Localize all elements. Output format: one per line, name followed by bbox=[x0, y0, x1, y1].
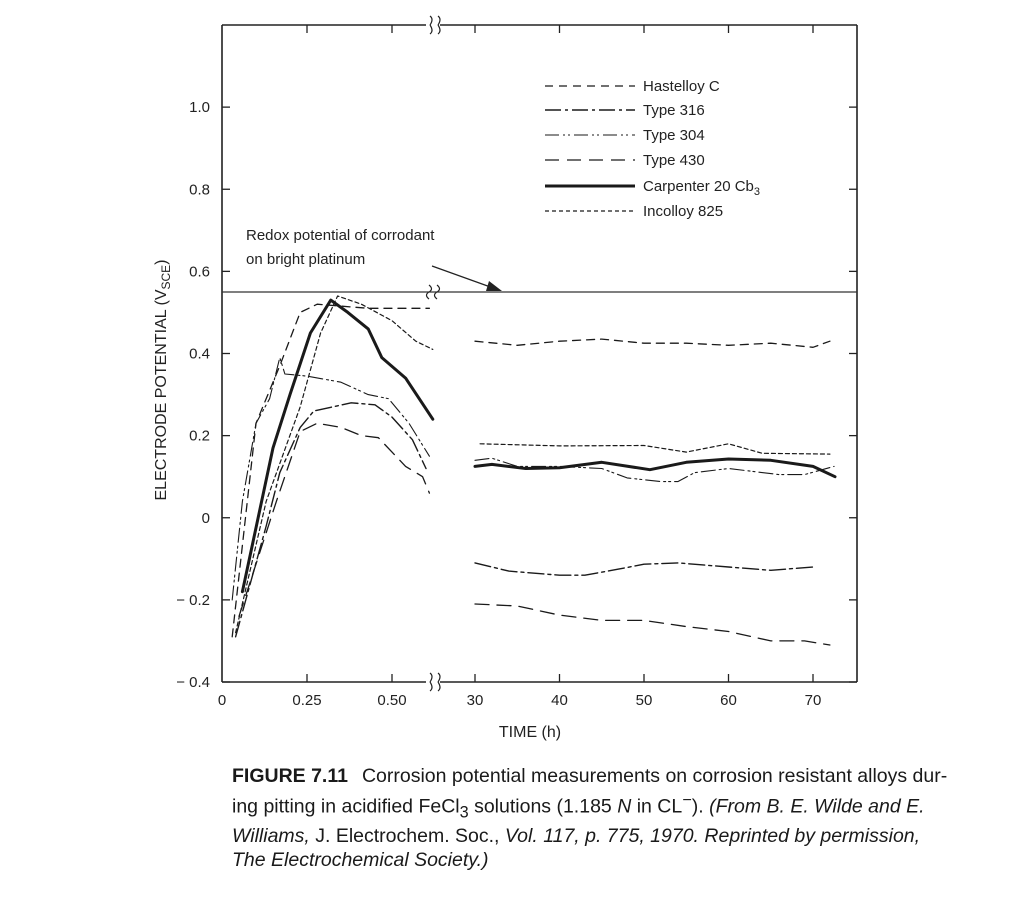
legend-label-incolloy-825: Incolloy 825 bbox=[643, 203, 723, 220]
y-tick-label: 0 bbox=[202, 510, 210, 527]
series-line-type-304 bbox=[474, 457, 835, 483]
axis-break-symbol bbox=[429, 15, 441, 35]
axis-break-symbol bbox=[429, 672, 441, 692]
caption-superscript: − bbox=[682, 791, 692, 809]
x-tick-label: 40 bbox=[551, 692, 568, 709]
series-line-type-316 bbox=[234, 402, 427, 638]
x-tick-label: 70 bbox=[805, 692, 822, 709]
y-tick-label: 0.4 bbox=[189, 346, 210, 363]
y-tick-label: − 0.2 bbox=[176, 592, 210, 609]
x-tick-label: 30 bbox=[467, 692, 484, 709]
caption-text: in CL bbox=[631, 795, 683, 818]
axes: − 0.4 − 0.2 0 0.2 0.4 0.6 0.8 1.0 0 0.25 0.50 30 40 5… bbox=[176, 15, 858, 709]
x-tick-label: 0 bbox=[218, 692, 226, 709]
x-tick-label: 0.50 bbox=[377, 692, 406, 709]
x-tick-label: 50 bbox=[636, 692, 653, 709]
series-line-carpenter-20-cb3 bbox=[473, 457, 837, 479]
caption-citation: (From B. E. Wilde and E. bbox=[709, 795, 925, 818]
legend-label-type-430: Type 430 bbox=[643, 152, 705, 169]
series-line-incolloy-825 bbox=[479, 443, 831, 455]
caption-journal: J. Electrochem. Soc., bbox=[309, 825, 500, 848]
x-axis-title: TIME (h) bbox=[499, 724, 561, 741]
series-line-carpenter-20-cb3 bbox=[240, 298, 435, 594]
legend: Hastelloy C Type 316 Type 304 Type 430 Carpe… bbox=[545, 78, 760, 220]
series-line-hastelloy-c bbox=[231, 303, 431, 638]
figure-label: FIGURE 7.11 bbox=[232, 765, 348, 787]
series-line-type-430 bbox=[474, 603, 831, 646]
redox-annotation-line1: Redox potential of corrodant bbox=[246, 227, 435, 244]
y-tick-label: 0.2 bbox=[189, 428, 210, 445]
y-tick-label: 0.8 bbox=[189, 181, 210, 198]
x-tick-label: 0.25 bbox=[292, 692, 321, 709]
legend-label-hastelloy-c: Hastelloy C bbox=[643, 78, 720, 95]
figure-caption: FIGURE 7.11 Corrosion potential measureme… bbox=[232, 764, 992, 872]
caption-citation: Williams, bbox=[232, 825, 310, 848]
caption-citation: Vol. 117, p. 775, 1970. Reprinted by per… bbox=[499, 825, 921, 848]
series-line-type-304 bbox=[231, 357, 430, 601]
series-group bbox=[231, 295, 837, 646]
annotation-arrow bbox=[431, 265, 502, 291]
legend-label-type-316: Type 316 bbox=[643, 102, 705, 119]
chart: − 0.4 − 0.2 0 0.2 0.4 0.6 0.8 1.0 0 0.25 0.50 30 40 5… bbox=[153, 15, 858, 741]
redox-annotation-line2: on bright platinum bbox=[246, 251, 365, 268]
series-line-incolloy-825 bbox=[235, 295, 434, 634]
legend-label-carpenter-20-cb3: Carpenter 20 Cb3 bbox=[643, 178, 760, 198]
caption-text: N bbox=[617, 795, 632, 818]
caption-citation: The Electrochemical Society.) bbox=[232, 849, 489, 872]
series-line-hastelloy-c bbox=[474, 338, 831, 348]
caption-subscript: 3 bbox=[459, 803, 469, 822]
y-axis-title: ELECTRODE POTENTIAL (VSCE) bbox=[153, 259, 173, 500]
caption-text: ing pitting in acidified FeCl bbox=[232, 795, 460, 818]
y-tick-label: − 0.4 bbox=[176, 674, 210, 691]
y-tick-label: 1.0 bbox=[189, 99, 210, 116]
x-tick-label: 60 bbox=[720, 692, 737, 709]
y-tick-label: 0.6 bbox=[189, 263, 210, 280]
caption-text: ). bbox=[691, 795, 710, 818]
caption-text: Corrosion potential measurements on corr… bbox=[361, 765, 948, 787]
legend-label-type-304: Type 304 bbox=[643, 127, 705, 144]
caption-text: solutions (1.185 bbox=[468, 795, 618, 818]
series-line-type-316 bbox=[474, 562, 814, 576]
